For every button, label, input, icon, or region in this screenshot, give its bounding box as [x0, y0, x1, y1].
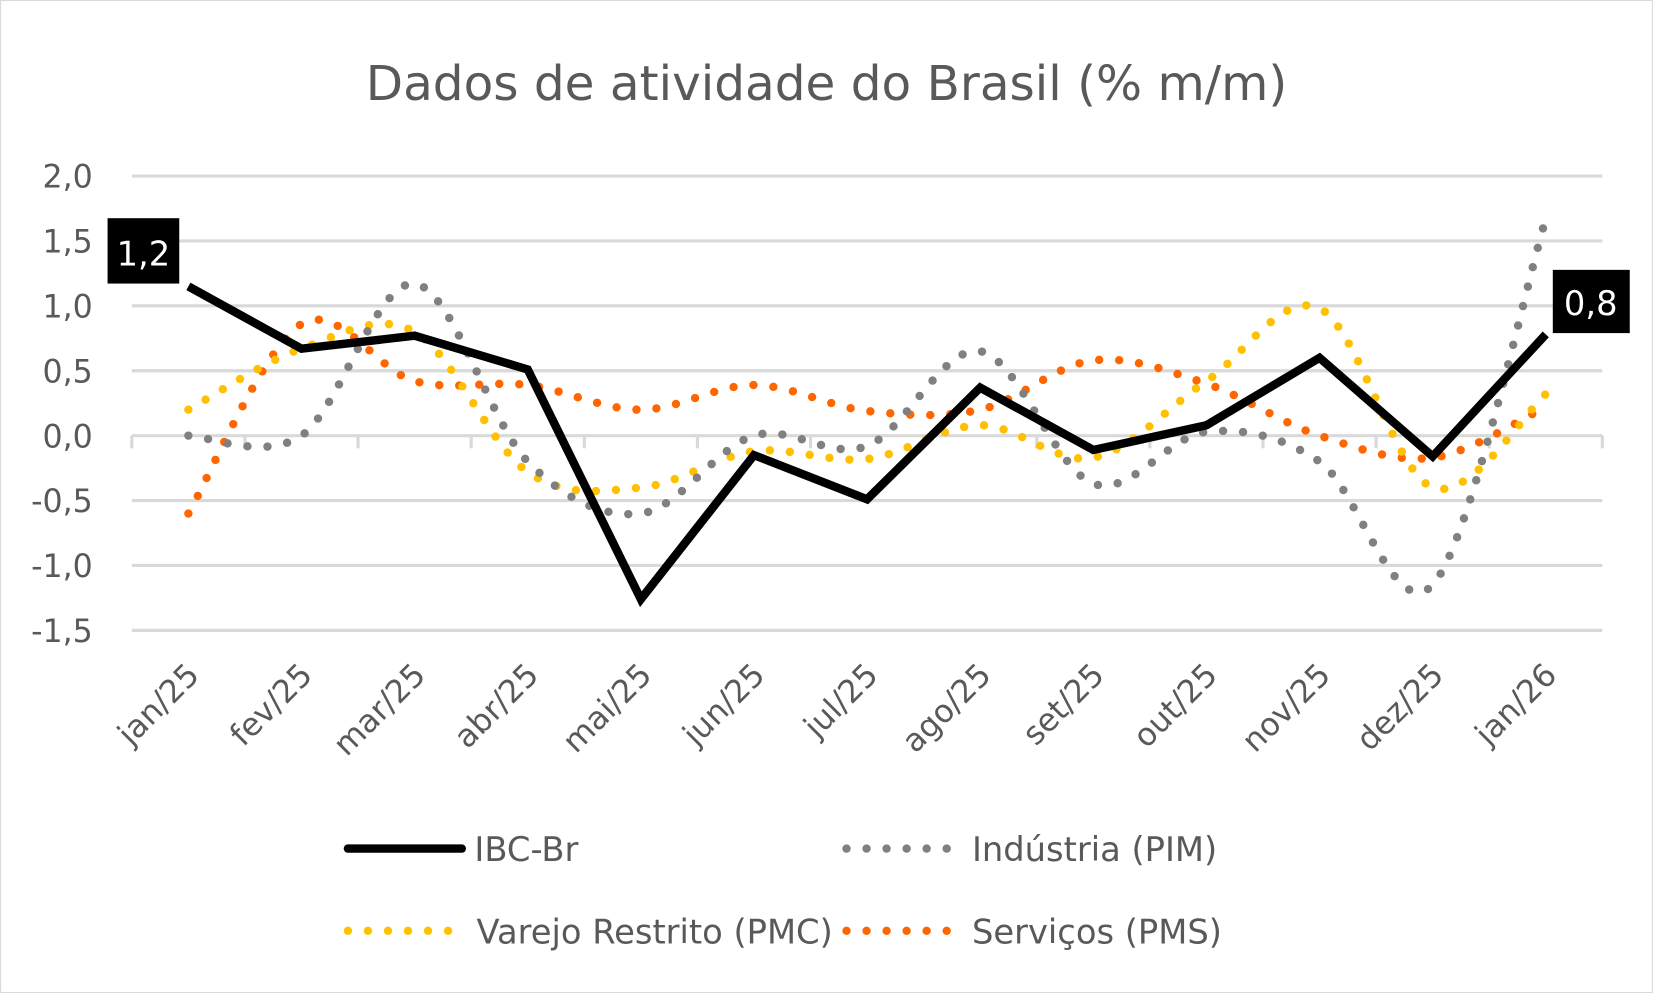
series-group	[184, 214, 1551, 608]
y-tick-label: 0,0	[43, 419, 93, 455]
legend-item-pms[interactable]: Serviços (PMS)	[842, 912, 1222, 951]
y-tick-label: 1,5	[43, 225, 93, 261]
y-tick-label: 2,0	[43, 160, 93, 196]
y-tick-label: -1,5	[31, 614, 93, 650]
legend-item-pmc[interactable]: Varejo Restrito (PMC)	[343, 912, 833, 951]
data-labels: 1,2 0,8	[107, 218, 1630, 334]
y-tick-label: -0,5	[31, 484, 93, 520]
y-tick-label: 1,0	[43, 289, 93, 325]
series-line-varejo-restrito-pmc	[184, 301, 1551, 496]
y-axis: 2,0 1,5 1,0 0,5 0,0 -0,5 -1,0 -1,5	[31, 160, 93, 650]
data-label-box-start	[107, 218, 180, 284]
data-label-start: 1,2	[117, 235, 171, 274]
data-label-end: 0,8	[1564, 284, 1618, 323]
legend-label: Varejo Restrito (PMC)	[477, 912, 833, 951]
legend-label: IBC-Br	[474, 830, 578, 869]
legend-item-pim[interactable]: Indústria (PIM)	[842, 830, 1218, 869]
legend-item-ibc-br[interactable]: IBC-Br	[343, 830, 579, 869]
legend-label: Indústria (PIM)	[972, 830, 1217, 869]
legend-label: Serviços (PMS)	[972, 912, 1222, 951]
y-tick-label: 0,5	[43, 354, 93, 390]
data-label-box-end	[1552, 269, 1630, 334]
y-tick-label: -1,0	[31, 549, 93, 585]
chart-title: Dados de atividade do Brasil (% m/m)	[366, 56, 1288, 112]
legend: IBC-Br Indústria (PIM) Varejo Restrito (…	[343, 830, 1222, 951]
